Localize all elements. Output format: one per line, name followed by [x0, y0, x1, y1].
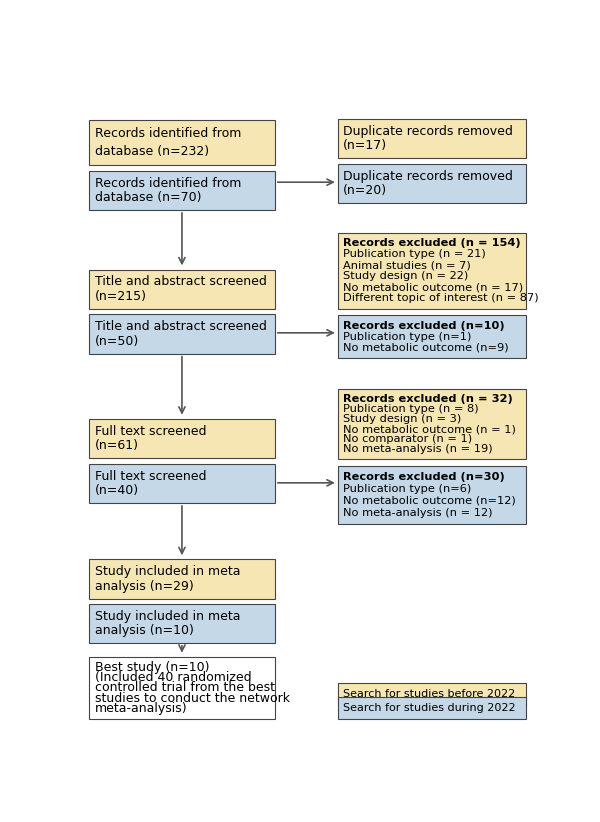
FancyBboxPatch shape [89, 657, 275, 719]
Text: (n=20): (n=20) [343, 184, 388, 197]
Text: Publication type (n=6): Publication type (n=6) [343, 484, 472, 494]
FancyBboxPatch shape [338, 164, 526, 203]
FancyBboxPatch shape [89, 270, 275, 309]
FancyBboxPatch shape [89, 171, 275, 210]
Text: Title and abstract screened: Title and abstract screened [95, 275, 266, 289]
Text: Search for studies during 2022: Search for studies during 2022 [343, 703, 516, 713]
Text: Study included in meta: Study included in meta [95, 610, 240, 622]
Text: (n=17): (n=17) [343, 139, 388, 152]
Text: Study design (n = 22): Study design (n = 22) [343, 271, 469, 281]
FancyBboxPatch shape [338, 119, 526, 158]
Text: (n=50): (n=50) [95, 335, 139, 348]
Text: Title and abstract screened: Title and abstract screened [95, 321, 266, 333]
Text: Best study (n=10): Best study (n=10) [95, 661, 209, 674]
Text: Search for studies before 2022: Search for studies before 2022 [343, 689, 515, 700]
Text: Different topic of interest (n = 87): Different topic of interest (n = 87) [343, 293, 539, 303]
Text: No meta-analysis (n = 12): No meta-analysis (n = 12) [343, 508, 493, 518]
Text: controlled trial from the best: controlled trial from the best [95, 681, 275, 695]
Text: Records excluded (n=30): Records excluded (n=30) [343, 472, 505, 482]
Text: meta-analysis): meta-analysis) [95, 702, 187, 715]
FancyBboxPatch shape [89, 419, 275, 458]
Text: No metabolic outcome (n=12): No metabolic outcome (n=12) [343, 496, 516, 506]
FancyBboxPatch shape [89, 119, 275, 165]
Text: Study included in meta: Study included in meta [95, 566, 240, 578]
Text: Records excluded (n = 154): Records excluded (n = 154) [343, 238, 521, 248]
FancyBboxPatch shape [89, 315, 275, 353]
FancyBboxPatch shape [338, 233, 526, 309]
Text: Records excluded (n=10): Records excluded (n=10) [343, 321, 505, 330]
Text: Duplicate records removed: Duplicate records removed [343, 169, 513, 182]
FancyBboxPatch shape [89, 560, 275, 598]
FancyBboxPatch shape [338, 683, 526, 705]
FancyBboxPatch shape [338, 389, 526, 459]
Text: Records identified from: Records identified from [95, 177, 241, 190]
Text: No comparator (n = 1): No comparator (n = 1) [343, 434, 472, 444]
FancyBboxPatch shape [338, 697, 526, 719]
Text: analysis (n=29): analysis (n=29) [95, 580, 193, 593]
Text: Full text screened: Full text screened [95, 469, 206, 483]
Text: (n=40): (n=40) [95, 484, 139, 497]
Text: (n=61): (n=61) [95, 439, 139, 452]
Text: Animal studies (n = 7): Animal studies (n = 7) [343, 261, 471, 270]
Text: No metabolic outcome (n=9): No metabolic outcome (n=9) [343, 343, 509, 353]
Text: analysis (n=10): analysis (n=10) [95, 624, 193, 637]
Text: Duplicate records removed: Duplicate records removed [343, 125, 513, 138]
FancyBboxPatch shape [89, 464, 275, 503]
Text: studies to conduct the network: studies to conduct the network [95, 692, 290, 704]
Text: (n=215): (n=215) [95, 290, 146, 303]
Text: No metabolic outcome (n = 17): No metabolic outcome (n = 17) [343, 282, 523, 293]
FancyBboxPatch shape [338, 315, 526, 358]
Text: (Included 40 randomized: (Included 40 randomized [95, 671, 251, 684]
Text: No meta-analysis (n = 19): No meta-analysis (n = 19) [343, 444, 493, 455]
FancyBboxPatch shape [338, 466, 526, 524]
FancyBboxPatch shape [89, 603, 275, 643]
Text: Study design (n = 3): Study design (n = 3) [343, 414, 461, 424]
Text: Publication type (n = 8): Publication type (n = 8) [343, 404, 479, 413]
Text: No metabolic outcome (n = 1): No metabolic outcome (n = 1) [343, 424, 516, 434]
Text: Publication type (n = 21): Publication type (n = 21) [343, 249, 486, 260]
Text: Publication type (n=1): Publication type (n=1) [343, 331, 472, 342]
Text: Records excluded (n = 32): Records excluded (n = 32) [343, 394, 513, 404]
Text: database (n=70): database (n=70) [95, 192, 201, 204]
Text: Full text screened: Full text screened [95, 425, 206, 438]
Text: database (n=232): database (n=232) [95, 145, 209, 158]
Text: Records identified from: Records identified from [95, 127, 241, 140]
